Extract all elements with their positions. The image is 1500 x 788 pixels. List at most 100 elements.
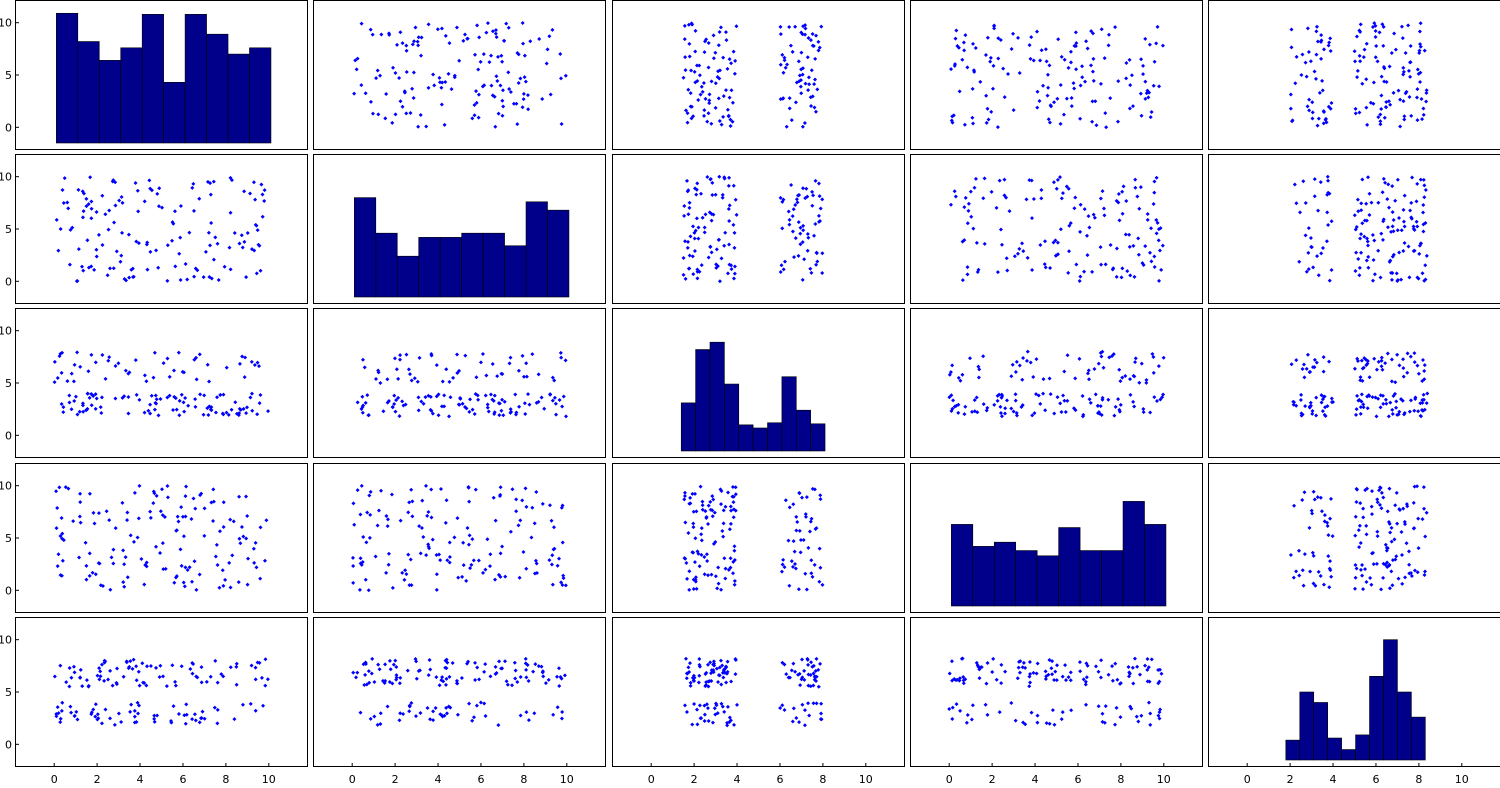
cell-frame — [313, 617, 606, 767]
point — [1106, 672, 1111, 677]
point — [1389, 379, 1394, 384]
point — [434, 363, 439, 368]
point — [444, 666, 449, 671]
point — [791, 539, 796, 544]
point — [1327, 566, 1332, 571]
point — [239, 524, 244, 529]
point — [68, 227, 73, 232]
point — [530, 505, 535, 510]
point — [732, 230, 737, 235]
point — [1306, 250, 1311, 255]
point — [87, 573, 92, 578]
point — [465, 661, 470, 666]
point — [1115, 119, 1120, 124]
point — [211, 519, 216, 524]
point — [1029, 710, 1034, 715]
point — [1161, 392, 1166, 397]
point — [779, 569, 784, 574]
point — [184, 702, 189, 707]
point — [1390, 407, 1395, 412]
point — [813, 178, 818, 183]
point — [223, 577, 228, 582]
cell-r1-c5 — [1208, 0, 1500, 150]
point — [443, 658, 448, 663]
point — [1381, 176, 1386, 181]
point — [1155, 220, 1160, 225]
point — [254, 565, 259, 570]
hist-bar-1-3 — [98, 60, 122, 144]
point — [376, 112, 381, 117]
point — [1043, 669, 1048, 674]
point — [695, 269, 700, 274]
point — [684, 676, 689, 681]
point — [183, 565, 188, 570]
point — [791, 502, 796, 507]
point — [1027, 43, 1032, 48]
point — [1401, 207, 1406, 212]
point — [477, 35, 482, 40]
point — [455, 681, 460, 686]
point — [560, 540, 565, 545]
x-tick-label: 10 — [1455, 773, 1469, 786]
point — [703, 96, 708, 101]
point — [428, 667, 433, 672]
point — [1358, 378, 1363, 383]
point — [688, 495, 693, 500]
point — [1368, 575, 1373, 580]
point — [1407, 275, 1412, 280]
point — [409, 487, 414, 492]
point — [1127, 106, 1132, 111]
point — [351, 501, 356, 506]
point — [181, 534, 186, 539]
point — [789, 182, 794, 187]
point — [1017, 71, 1022, 76]
point — [1328, 496, 1333, 501]
point — [1001, 66, 1006, 71]
point — [397, 414, 402, 419]
point — [174, 528, 179, 533]
point — [1406, 244, 1411, 249]
point — [151, 501, 156, 506]
point — [189, 517, 194, 522]
point — [1299, 73, 1304, 78]
point — [260, 214, 265, 219]
point — [1321, 355, 1326, 360]
point — [819, 24, 824, 29]
point — [75, 717, 80, 722]
point — [1357, 53, 1362, 58]
point — [395, 42, 400, 47]
point — [434, 394, 439, 399]
x-tick-label: 0 — [1244, 773, 1251, 786]
point — [1100, 349, 1105, 354]
point — [1151, 370, 1156, 375]
point — [1294, 201, 1299, 206]
point — [406, 367, 411, 372]
point — [550, 582, 555, 587]
point — [483, 662, 488, 667]
point — [1386, 99, 1391, 104]
point — [723, 664, 728, 669]
point — [1294, 569, 1299, 574]
point — [418, 711, 423, 716]
point — [1156, 681, 1161, 686]
point — [682, 204, 687, 209]
point — [1364, 201, 1369, 206]
point — [816, 39, 821, 44]
point — [401, 403, 406, 408]
point — [1038, 58, 1043, 63]
point — [694, 187, 699, 192]
point — [59, 708, 64, 713]
point — [547, 34, 552, 39]
point — [1014, 410, 1019, 415]
point — [439, 26, 444, 31]
point — [152, 407, 157, 412]
point — [1151, 202, 1156, 207]
point — [1412, 360, 1417, 365]
point — [700, 507, 705, 512]
point — [1032, 411, 1037, 416]
point — [473, 660, 478, 665]
point — [974, 660, 979, 665]
point — [1124, 199, 1129, 204]
point — [523, 79, 528, 84]
point — [560, 404, 565, 409]
